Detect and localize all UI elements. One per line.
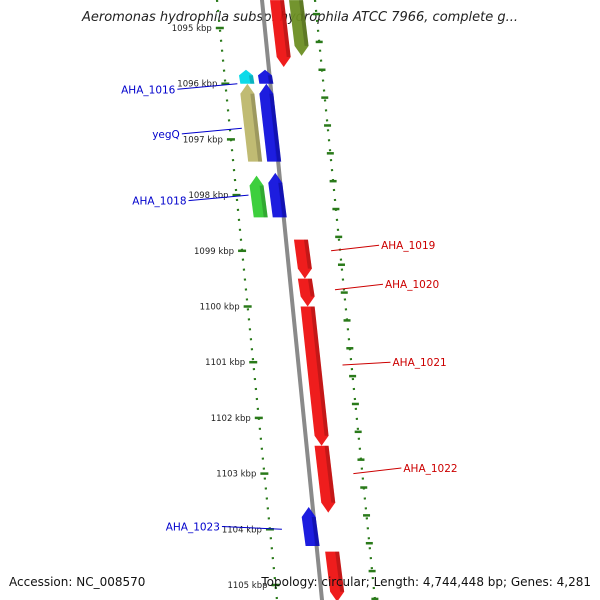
label-leader-line — [331, 244, 380, 252]
label-leader-line — [342, 361, 391, 366]
gene-label[interactable]: AHA_1023 — [166, 522, 220, 534]
gene-arrow-shade — [259, 185, 268, 218]
gene-arrow-shade — [307, 278, 315, 297]
outer-dotted-ring — [313, 0, 377, 600]
tick-label: 1096 kbp — [177, 80, 217, 90]
tick-label: 1104 kbp — [222, 525, 262, 535]
label-leader-line — [188, 194, 249, 202]
tick-label: 1098 kbp — [188, 191, 228, 201]
gene-arrow-shade — [280, 0, 291, 57]
tick-label: 1095 kbp — [172, 24, 212, 34]
gene-arrow — [301, 507, 320, 547]
gene-arrow — [289, 0, 309, 56]
gene-arrow — [238, 69, 255, 84]
inner-dotted-ring — [215, 0, 279, 600]
gene-arrow — [257, 69, 274, 84]
gene-label[interactable]: AHA_1022 — [403, 463, 457, 475]
gene-arrow-shade — [269, 93, 282, 162]
topology-summary: Topology: circular; Length: 4,744,448 bp… — [261, 575, 591, 589]
gene-label[interactable]: AHA_1018 — [132, 196, 186, 208]
gene-label[interactable]: AHA_1021 — [392, 357, 446, 369]
tick-label: 1105 kbp — [227, 581, 267, 591]
gene-arrow-shade — [303, 239, 312, 269]
tick-label: 1102 kbp — [211, 414, 251, 424]
gene-arrow — [325, 551, 345, 600]
gene-label[interactable]: yegQ — [152, 129, 180, 141]
gene-label[interactable]: AHA_1020 — [385, 279, 439, 291]
tick-label: 1100 kbp — [200, 303, 240, 313]
tick-label: 1101 kbp — [205, 358, 245, 368]
gene-arrow — [293, 239, 312, 279]
label-leader-line — [181, 127, 242, 135]
gene-arrow-shade — [335, 551, 345, 592]
gene-arrow-shade — [299, 0, 309, 46]
gene-arrow-shade — [250, 93, 263, 162]
gene-arrow-shade — [267, 75, 274, 84]
gene-arrow — [314, 445, 336, 513]
gene-arrow-shade — [324, 445, 336, 503]
gene-arrow — [268, 172, 287, 218]
label-leader-line — [353, 467, 402, 475]
gene-arrow — [240, 83, 263, 162]
gene-arrow — [270, 0, 291, 67]
gene-arrow-shade — [311, 517, 320, 547]
gene-label[interactable]: AHA_1019 — [381, 240, 435, 252]
gene-label[interactable]: AHA_1016 — [121, 84, 176, 96]
tick-label: 1103 kbp — [216, 470, 256, 480]
accession-label: Accession: NC_008570 — [9, 575, 146, 589]
gene-arrow-shade — [248, 75, 255, 84]
label-leader-line — [221, 526, 282, 530]
gene-arrow-shade — [278, 182, 287, 218]
gene-arrow — [259, 83, 282, 162]
gene-arrow — [297, 278, 315, 307]
gene-arrow — [249, 175, 268, 218]
tick-label: 1099 kbp — [194, 247, 234, 257]
tick-label: 1097 kbp — [183, 135, 223, 145]
label-leader-line — [177, 83, 238, 90]
label-leader-line — [334, 283, 384, 291]
gene-arrow-shade — [310, 306, 329, 436]
gene-arrow — [300, 306, 329, 446]
